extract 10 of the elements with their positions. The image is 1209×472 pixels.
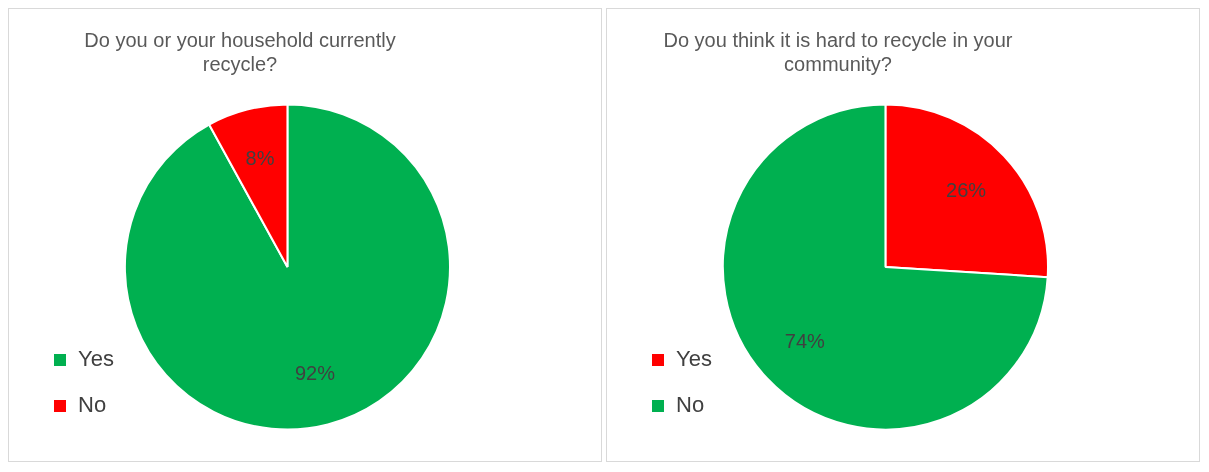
data-label: 8% <box>245 147 275 170</box>
legend-label: No <box>78 392 107 418</box>
data-label: 92% <box>294 361 336 384</box>
data-label: 74% <box>784 330 826 353</box>
legend-label: Yes <box>676 346 712 372</box>
chart-title: Do you or your household currently recycle? <box>84 28 396 75</box>
legend-label: Yes <box>78 346 114 372</box>
data-label: 26% <box>946 178 987 201</box>
legend-label: No <box>676 392 705 418</box>
chart-title: Do you think it is hard to recycle in your community? <box>663 28 1013 75</box>
